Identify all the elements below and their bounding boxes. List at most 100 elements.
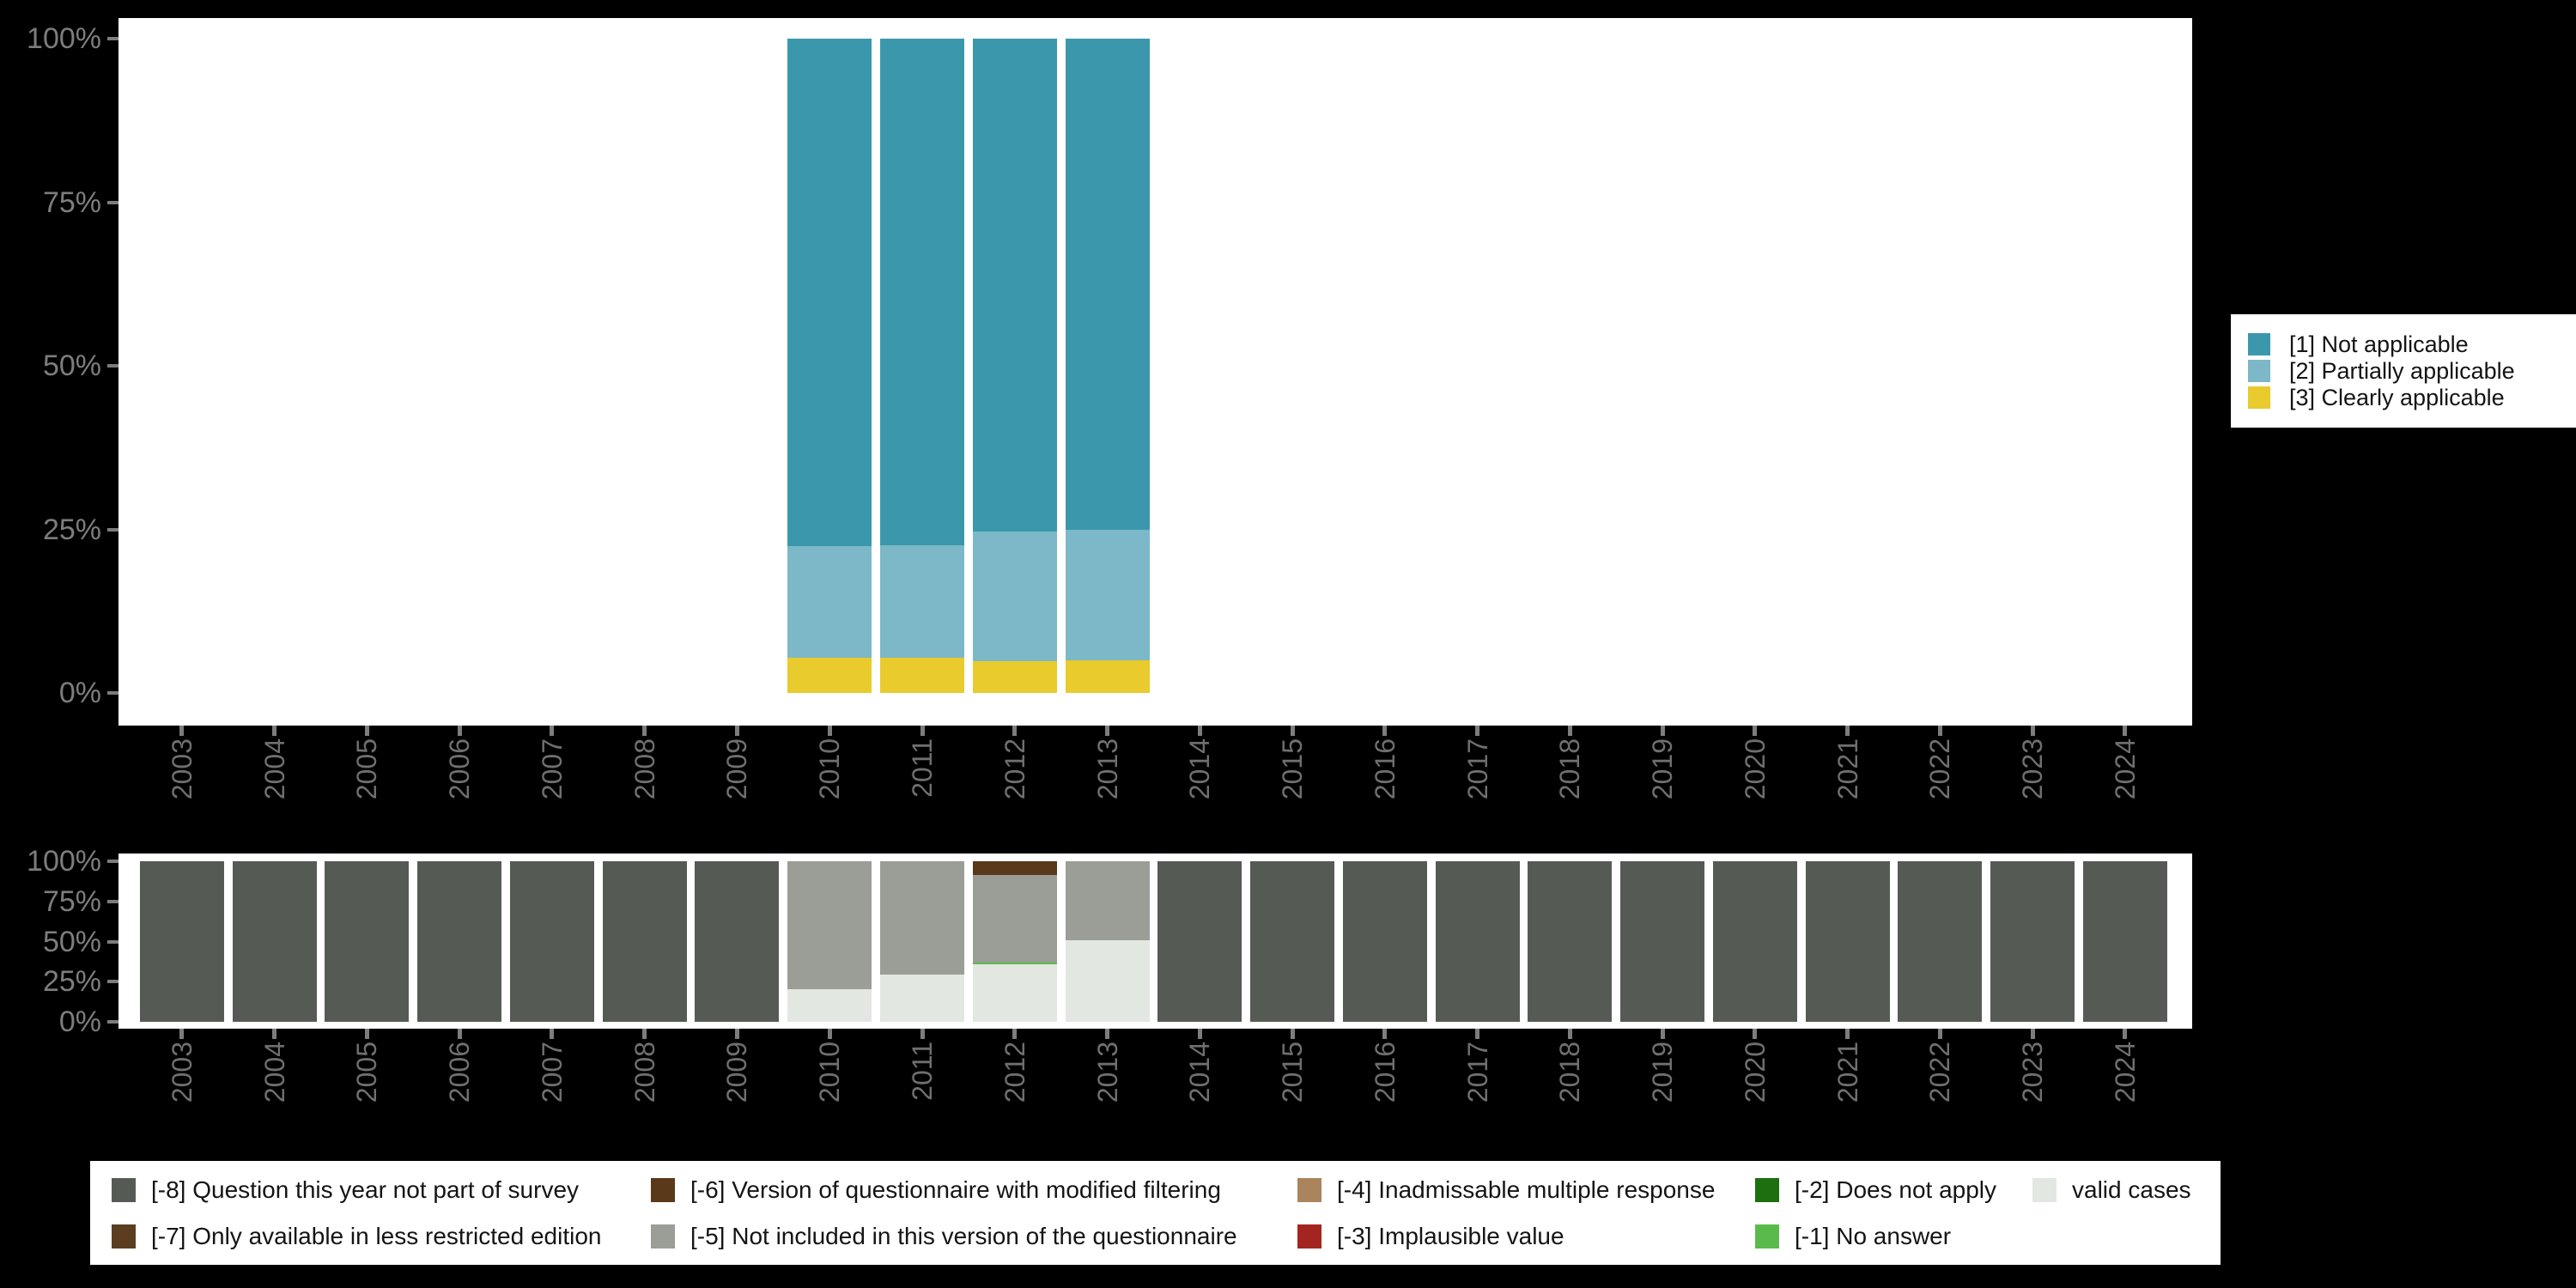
bar-2019	[1620, 861, 1705, 1022]
bar-segment	[1065, 861, 1150, 940]
bar-slot-2018	[1523, 861, 1616, 1022]
bar-slot-2017	[1431, 861, 1524, 1022]
legend-item: [2] Partially applicable	[2248, 358, 2576, 385]
x-axis-label: 2003	[166, 1042, 197, 1103]
bar-segment	[1805, 861, 1890, 1022]
bar-slot-2004	[228, 861, 321, 1022]
legend-swatch	[2248, 360, 2270, 382]
bar-slot-2022	[1894, 861, 1987, 1022]
bar-segment	[1435, 861, 1520, 1022]
bar-segment	[1065, 659, 1150, 693]
legend-item: [-6] Version of questionnaire with modif…	[651, 1173, 1221, 1207]
x-axis-label: 2005	[351, 1042, 383, 1103]
x-axis-tick	[642, 726, 647, 736]
x-axis-tick	[1567, 726, 1572, 736]
legend-label: [2] Partially applicable	[2289, 357, 2515, 384]
x-axis-tick	[2123, 726, 2128, 736]
x-axis-label: 2016	[1369, 738, 1400, 800]
bar-segment	[880, 974, 964, 1022]
x-axis-tick	[550, 1029, 555, 1039]
x-axis-label: 2008	[629, 738, 660, 800]
bar-2022	[1898, 861, 1983, 1022]
bar-slot-2024	[2079, 861, 2172, 1022]
bar-slot-2021	[1801, 39, 1894, 693]
y-axis-label: 100%	[27, 845, 101, 878]
x-axis-label: 2007	[536, 1042, 568, 1103]
bar-slot-2009	[691, 861, 784, 1022]
y-axis-tick	[107, 200, 118, 204]
bar-segment	[1990, 861, 2075, 1022]
x-axis-label: 2022	[1924, 738, 1956, 800]
bar-slot-2015	[1246, 39, 1339, 693]
x-axis-label: 2019	[1647, 1042, 1679, 1103]
x-axis-label: 2020	[1739, 738, 1771, 800]
x-axis-label: 2014	[1184, 738, 1216, 800]
x-axis-tick	[2030, 726, 2035, 736]
legend-item: [-1] No answer	[1755, 1219, 1951, 1254]
x-axis-tick	[1475, 726, 1480, 736]
bar-slot-2007	[506, 39, 598, 693]
bar-2014	[1157, 861, 1242, 1022]
x-axis-tick	[457, 1029, 462, 1039]
bar-2008	[603, 39, 687, 693]
bar-segment	[1528, 861, 1613, 1022]
bar-segment	[1065, 529, 1150, 660]
x-axis-label: 2009	[721, 738, 753, 800]
legend-item: [3] Clearly applicable	[2248, 385, 2576, 411]
x-axis-tick	[1845, 726, 1850, 736]
bar-2019	[1620, 39, 1704, 693]
x-axis-label: 2020	[1739, 1042, 1771, 1103]
bar-2004	[232, 861, 317, 1022]
x-axis-label: 2014	[1184, 1042, 1216, 1103]
y-axis-tick	[107, 939, 118, 944]
x-axis-tick	[827, 1029, 832, 1039]
bar-2014	[1157, 39, 1242, 693]
x-axis-tick	[1197, 1029, 1202, 1039]
x-axis-label: 2018	[1554, 1042, 1586, 1103]
y-axis-label: 75%	[42, 884, 101, 918]
legend-item: [-8] Question this year not part of surv…	[112, 1173, 579, 1207]
legend-label: [3] Clearly applicable	[2289, 384, 2505, 410]
x-axis-tick	[1012, 1029, 1018, 1039]
legend-label: [-8] Question this year not part of surv…	[151, 1176, 580, 1203]
bar-2005	[325, 861, 410, 1022]
bar-2020	[1713, 39, 1797, 693]
bar-segment	[1712, 861, 1797, 1022]
x-axis-tick	[1660, 1029, 1665, 1039]
bar-2006	[417, 861, 502, 1022]
legend-item: [-3] Implausible value	[1297, 1219, 1564, 1254]
legend-label: [-5] Not included in this version of the…	[690, 1223, 1237, 1249]
bar-segment	[695, 861, 780, 1022]
x-axis-tick	[1753, 726, 1758, 736]
y-axis-tick	[107, 37, 118, 40]
x-axis-label: 2019	[1647, 738, 1679, 800]
bar-slot-2003	[136, 39, 228, 693]
x-axis-label: 2015	[1277, 1042, 1309, 1103]
bar-segment	[972, 39, 1057, 532]
x-axis-label: 2004	[258, 738, 290, 800]
x-axis-label: 2017	[1461, 738, 1493, 800]
x-axis-label: 2016	[1369, 1042, 1400, 1103]
y-axis-label: 50%	[42, 925, 101, 958]
bar-slot-2016	[1339, 861, 1431, 1022]
x-axis-tick	[1197, 726, 1202, 736]
y-axis-label: 25%	[42, 965, 101, 999]
bottom-chart-x-ticks	[136, 1029, 2172, 1039]
x-axis-tick	[179, 726, 185, 736]
x-axis-label: 2003	[166, 738, 197, 800]
bar-segment	[787, 861, 872, 990]
legend-label: [-1] No answer	[1795, 1223, 1952, 1249]
bar-2016	[1342, 861, 1427, 1022]
top-chart-x-ticks	[136, 726, 2172, 736]
top-chart-x-labels: 2003 2004 2005 2006 2007 2008 2009 2010 2011 2012…	[136, 738, 2172, 843]
bar-2005	[325, 39, 409, 693]
x-axis-tick	[1567, 1029, 1572, 1039]
y-axis-label: 75%	[42, 185, 101, 219]
x-axis-tick	[1290, 726, 1295, 736]
x-axis-tick	[1105, 1029, 1110, 1039]
x-axis-label: 2023	[2017, 738, 2049, 800]
bar-segment	[880, 39, 964, 545]
y-axis-label: 50%	[42, 349, 101, 382]
x-axis-label: 2017	[1461, 1042, 1493, 1103]
bar-segment	[972, 963, 1057, 1022]
